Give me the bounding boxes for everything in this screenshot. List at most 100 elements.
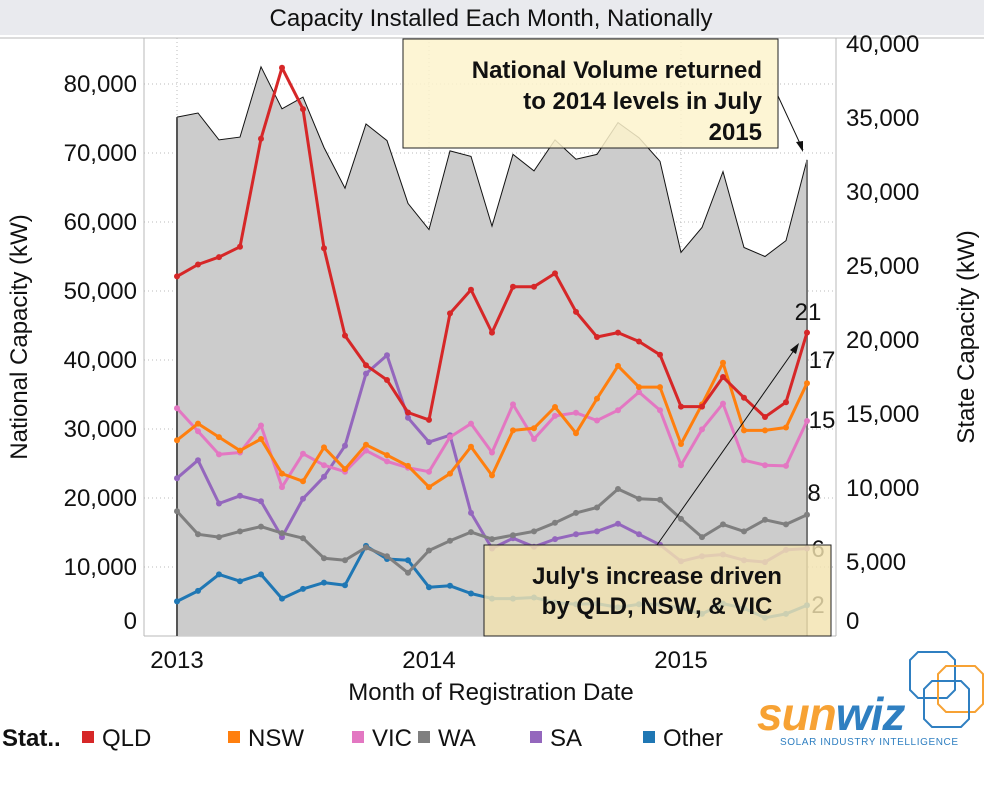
data-point-vic[interactable] bbox=[384, 458, 390, 465]
data-point-nsw[interactable] bbox=[657, 384, 663, 391]
data-point-wa[interactable] bbox=[510, 532, 516, 539]
data-point-wa[interactable] bbox=[342, 557, 348, 564]
data-point-wa[interactable] bbox=[678, 515, 684, 522]
data-point-wa[interactable] bbox=[531, 528, 537, 535]
data-point-vic[interactable] bbox=[447, 434, 453, 441]
data-point-vic[interactable] bbox=[636, 389, 642, 396]
data-point-nsw[interactable] bbox=[531, 425, 537, 432]
data-point-nsw[interactable] bbox=[804, 380, 810, 387]
data-point-vic[interactable] bbox=[531, 436, 537, 442]
data-point-vic[interactable] bbox=[699, 426, 705, 433]
data-point-wa[interactable] bbox=[426, 547, 432, 554]
data-point-nsw[interactable] bbox=[678, 441, 684, 447]
data-point-nsw[interactable] bbox=[279, 470, 285, 477]
data-point-wa[interactable] bbox=[258, 523, 264, 530]
data-point-wa[interactable] bbox=[783, 521, 789, 528]
data-point-nsw[interactable] bbox=[258, 436, 264, 442]
data-point-wa[interactable] bbox=[741, 528, 747, 535]
data-point-sa[interactable] bbox=[636, 531, 642, 538]
data-point-nsw[interactable] bbox=[426, 484, 432, 491]
data-point-qld[interactable] bbox=[279, 64, 285, 71]
data-point-wa[interactable] bbox=[804, 511, 810, 518]
data-point-other[interactable] bbox=[342, 582, 348, 589]
data-point-qld[interactable] bbox=[573, 308, 579, 315]
data-point-qld[interactable] bbox=[699, 403, 705, 410]
data-point-qld[interactable] bbox=[363, 362, 369, 369]
data-point-vic[interactable] bbox=[363, 447, 369, 454]
data-point-vic[interactable] bbox=[468, 420, 474, 427]
data-point-other[interactable] bbox=[237, 578, 243, 585]
data-point-other[interactable] bbox=[468, 590, 474, 597]
data-point-vic[interactable] bbox=[657, 407, 663, 414]
data-point-sa[interactable] bbox=[300, 495, 306, 502]
data-point-nsw[interactable] bbox=[573, 430, 579, 437]
data-point-vic[interactable] bbox=[720, 400, 726, 407]
data-point-wa[interactable] bbox=[216, 534, 222, 541]
data-point-vic[interactable] bbox=[489, 449, 495, 456]
data-point-vic[interactable] bbox=[594, 417, 600, 424]
data-point-vic[interactable] bbox=[678, 462, 684, 469]
data-point-nsw[interactable] bbox=[363, 441, 369, 448]
data-point-qld[interactable] bbox=[720, 374, 726, 380]
data-point-qld[interactable] bbox=[552, 270, 558, 277]
data-point-nsw[interactable] bbox=[468, 443, 474, 450]
data-point-sa[interactable] bbox=[615, 520, 621, 527]
data-point-sa[interactable] bbox=[174, 475, 180, 482]
data-point-wa[interactable] bbox=[657, 496, 663, 503]
data-point-wa[interactable] bbox=[762, 516, 768, 523]
data-point-qld[interactable] bbox=[405, 409, 411, 416]
data-point-other[interactable] bbox=[300, 585, 306, 592]
data-point-wa[interactable] bbox=[405, 569, 411, 576]
data-point-qld[interactable] bbox=[489, 329, 495, 336]
data-point-sa[interactable] bbox=[321, 473, 327, 480]
data-point-wa[interactable] bbox=[468, 529, 474, 536]
data-point-nsw[interactable] bbox=[321, 444, 327, 451]
data-point-vic[interactable] bbox=[300, 450, 306, 457]
data-point-qld[interactable] bbox=[762, 414, 768, 420]
data-point-vic[interactable] bbox=[783, 462, 789, 469]
data-point-other[interactable] bbox=[174, 598, 180, 605]
data-point-nsw[interactable] bbox=[447, 470, 453, 477]
data-point-qld[interactable] bbox=[741, 394, 747, 401]
data-point-wa[interactable] bbox=[174, 508, 180, 515]
data-point-qld[interactable] bbox=[531, 283, 537, 290]
legend-title[interactable]: Stat.. bbox=[2, 725, 61, 752]
data-point-vic[interactable] bbox=[258, 422, 264, 429]
data-point-qld[interactable] bbox=[216, 254, 222, 261]
data-point-vic[interactable] bbox=[804, 418, 810, 424]
data-point-qld[interactable] bbox=[426, 416, 432, 423]
legend-item-other[interactable]: Other bbox=[643, 725, 723, 752]
data-point-sa[interactable] bbox=[552, 536, 558, 543]
data-point-wa[interactable] bbox=[300, 535, 306, 542]
data-point-other[interactable] bbox=[321, 579, 327, 586]
data-point-wa[interactable] bbox=[363, 544, 369, 551]
data-point-qld[interactable] bbox=[384, 377, 390, 383]
data-point-qld[interactable] bbox=[510, 283, 516, 290]
data-point-sa[interactable] bbox=[342, 442, 348, 449]
data-point-other[interactable] bbox=[216, 571, 222, 578]
data-point-other[interactable] bbox=[279, 595, 285, 602]
data-point-vic[interactable] bbox=[573, 409, 579, 416]
legend-item-sa[interactable]: SA bbox=[530, 725, 582, 752]
data-point-other[interactable] bbox=[405, 557, 411, 564]
data-point-nsw[interactable] bbox=[174, 437, 180, 444]
data-point-nsw[interactable] bbox=[342, 466, 348, 473]
data-point-sa[interactable] bbox=[258, 498, 264, 505]
data-point-qld[interactable] bbox=[258, 135, 264, 142]
data-point-qld[interactable] bbox=[342, 332, 348, 339]
data-point-nsw[interactable] bbox=[510, 427, 516, 434]
data-point-other[interactable] bbox=[258, 571, 264, 578]
data-point-wa[interactable] bbox=[552, 519, 558, 526]
data-point-qld[interactable] bbox=[783, 399, 789, 406]
data-point-vic[interactable] bbox=[321, 462, 327, 469]
data-point-wa[interactable] bbox=[636, 495, 642, 502]
data-point-qld[interactable] bbox=[594, 334, 600, 340]
data-point-wa[interactable] bbox=[384, 553, 390, 560]
data-point-nsw[interactable] bbox=[636, 384, 642, 391]
data-point-qld[interactable] bbox=[447, 310, 453, 317]
data-point-sa[interactable] bbox=[195, 457, 201, 464]
data-point-other[interactable] bbox=[195, 587, 201, 594]
data-point-wa[interactable] bbox=[573, 509, 579, 516]
data-point-sa[interactable] bbox=[594, 528, 600, 535]
data-point-vic[interactable] bbox=[552, 412, 558, 419]
